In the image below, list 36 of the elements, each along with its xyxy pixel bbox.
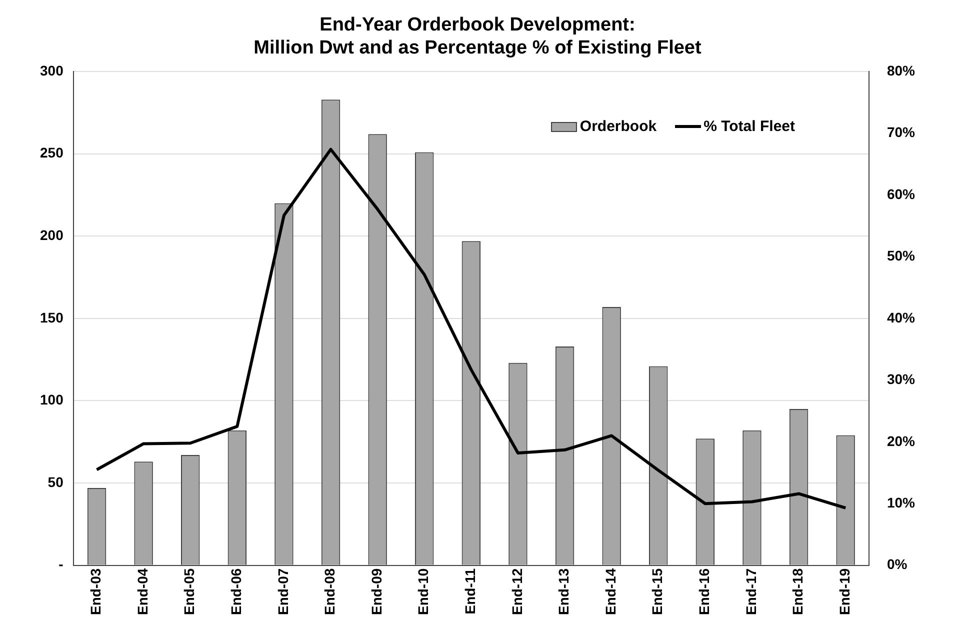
y2-tick-label: 0% [886, 556, 908, 572]
x-tick-label: End-12 [508, 568, 525, 616]
y-tick-label: - [58, 556, 64, 572]
x-tick-label: End-14 [602, 568, 618, 616]
y2-tick-label: 20% [886, 432, 916, 449]
y2-tick-label: 50% [886, 248, 916, 264]
y2-tick-label: 10% [886, 494, 916, 510]
legend-label: % Total Fleet [704, 118, 795, 135]
x-tick-label: End-07 [274, 568, 291, 616]
y2-tick-label: 40% [886, 309, 916, 326]
x-tick-label: End-17 [742, 568, 759, 616]
y-tick-label: 150 [40, 309, 64, 326]
x-tick-label: End-05 [181, 568, 198, 616]
x-tick-label: End-08 [322, 568, 338, 616]
x-tick-label: End-03 [88, 568, 104, 616]
x-tick-label: End-16 [696, 568, 712, 616]
chart-title: End-Year Orderbook Development: Million Dwt and as Percentage % of Existing Fleet [254, 14, 702, 58]
y2-tick-label: 80% [886, 62, 916, 78]
x-tick-label: End-11 [462, 568, 478, 614]
y2-tick-label: 70% [886, 124, 916, 140]
y-tick-label: 50 [48, 474, 64, 490]
x-tick-label: End-19 [836, 568, 852, 616]
x-tick-label: End-04 [134, 568, 150, 616]
x-tick-label: End-15 [649, 568, 666, 616]
y-tick-label: 250 [40, 144, 64, 161]
y2-tick-label: 30% [886, 371, 916, 388]
y2-tick-label: 60% [886, 186, 916, 202]
x-tick-label: End-13 [556, 568, 572, 616]
x-tick-label: End-09 [368, 568, 384, 616]
x-tick-label: End-10 [415, 568, 432, 616]
y-tick-label: 100 [40, 392, 64, 408]
y-tick-label: 200 [40, 227, 64, 244]
x-tick-label: End-18 [790, 568, 806, 616]
legend-label: Orderbook [580, 118, 657, 135]
y-tick-label: 300 [40, 62, 64, 78]
x-tick-label: End-06 [228, 568, 244, 616]
